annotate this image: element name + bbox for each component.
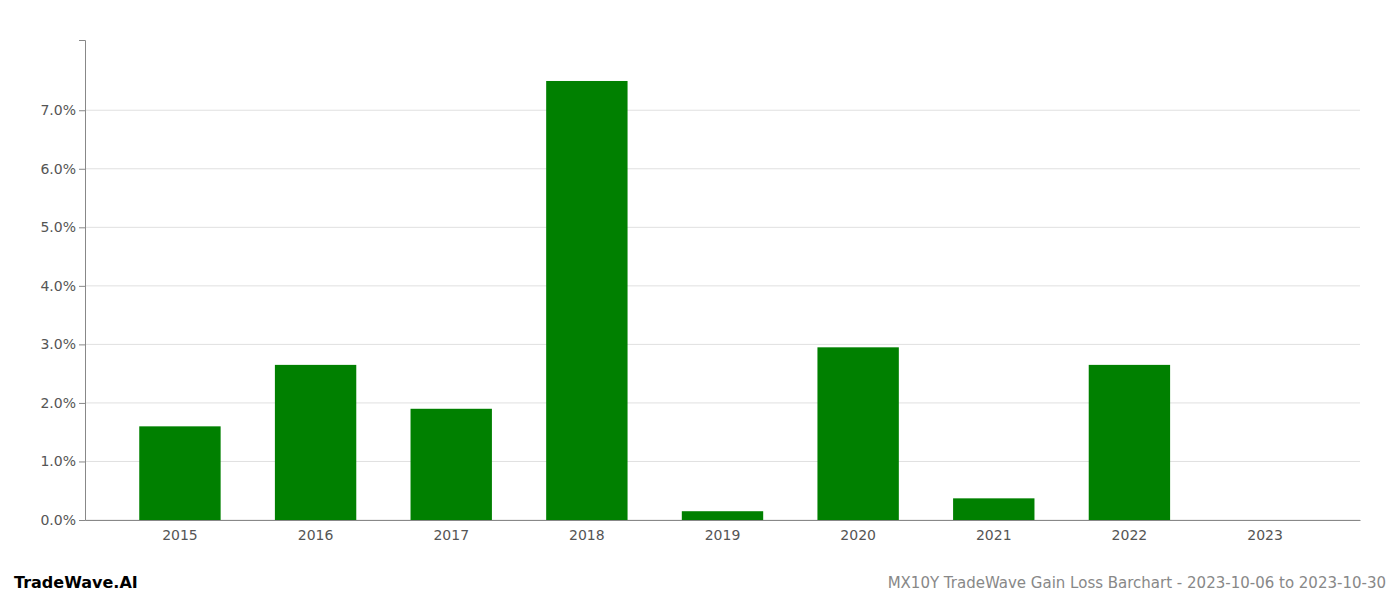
bar	[953, 498, 1034, 520]
bar	[139, 426, 220, 520]
x-tick: 2015	[162, 527, 198, 543]
x-tick-label: 2021	[976, 527, 1012, 543]
x-tick-label: 2017	[433, 527, 469, 543]
grid-line	[85, 110, 1360, 111]
bar	[275, 365, 356, 520]
grid-line	[85, 285, 1360, 286]
bar	[682, 511, 763, 520]
x-tick: 2018	[569, 527, 605, 543]
y-tick-label: 1.0%	[40, 453, 76, 469]
grid	[85, 110, 1360, 520]
x-axis: 2015 2016 2017 2018 2019 2020 2021 2022 2023	[86, 521, 1361, 543]
x-tick-label: 2015	[162, 527, 198, 543]
grid-line	[85, 344, 1360, 345]
y-tick: 1.0%	[40, 453, 85, 469]
y-tick: 7.0%	[40, 102, 85, 118]
x-tick-label: 2016	[298, 527, 334, 543]
y-axis: 0.0% 1.0% 2.0% 3.0% 4.0% 5.0% 6.0% 7.0%	[40, 41, 85, 528]
y-axis-line	[79, 41, 86, 521]
y-tick: 2.0%	[40, 395, 85, 411]
x-tick: 2022	[1112, 527, 1148, 543]
x-tick: 2016	[298, 527, 334, 543]
x-tick: 2021	[976, 527, 1012, 543]
y-tick-mark	[79, 169, 85, 170]
x-tick: 2019	[705, 527, 741, 543]
watermark: TradeWave.AI	[14, 573, 138, 592]
chart-svg: 0.0% 1.0% 2.0% 3.0% 4.0% 5.0% 6.0% 7.0% 2015 2016…	[0, 0, 1400, 600]
x-tick-label: 2020	[840, 527, 876, 543]
y-tick: 0.0%	[40, 512, 85, 528]
x-tick-label: 2018	[569, 527, 605, 543]
y-tick-mark	[79, 227, 85, 228]
x-tick-label: 2022	[1112, 527, 1148, 543]
y-tick-mark	[79, 520, 85, 521]
y-tick-label: 3.0%	[40, 336, 76, 352]
y-tick-label: 4.0%	[40, 278, 76, 294]
bars	[139, 81, 1170, 520]
grid-line	[85, 227, 1360, 228]
x-axis-line	[86, 520, 1361, 521]
plot-area: 0.0% 1.0% 2.0% 3.0% 4.0% 5.0% 6.0% 7.0% 2015 2016…	[40, 41, 1360, 543]
y-tick-label: 6.0%	[40, 161, 76, 177]
x-tick-label: 2019	[705, 527, 741, 543]
y-tick-label: 2.0%	[40, 395, 76, 411]
x-tick-label: 2023	[1247, 527, 1283, 543]
title: MX10Y TradeWave Gain Loss Barchart - 202…	[888, 574, 1386, 592]
x-tick: 2023	[1247, 527, 1283, 543]
y-tick-label: 5.0%	[40, 219, 76, 235]
y-tick: 5.0%	[40, 219, 85, 235]
grid-line	[85, 168, 1360, 169]
x-tick: 2017	[433, 527, 469, 543]
y-tick-mark	[79, 344, 85, 345]
bar	[817, 347, 898, 520]
y-tick-mark	[79, 461, 85, 462]
y-tick-mark	[79, 110, 85, 111]
x-tick: 2020	[840, 527, 876, 543]
y-tick: 4.0%	[40, 278, 85, 294]
y-tick: 6.0%	[40, 161, 85, 177]
y-tick: 3.0%	[40, 336, 85, 352]
y-tick-mark	[79, 286, 85, 287]
y-tick-label: 7.0%	[40, 102, 76, 118]
y-tick-mark	[79, 403, 85, 404]
y-tick-label: 0.0%	[40, 512, 76, 528]
bar	[1224, 520, 1305, 521]
bar	[411, 409, 492, 520]
bar	[1089, 365, 1170, 520]
bar	[546, 81, 627, 520]
